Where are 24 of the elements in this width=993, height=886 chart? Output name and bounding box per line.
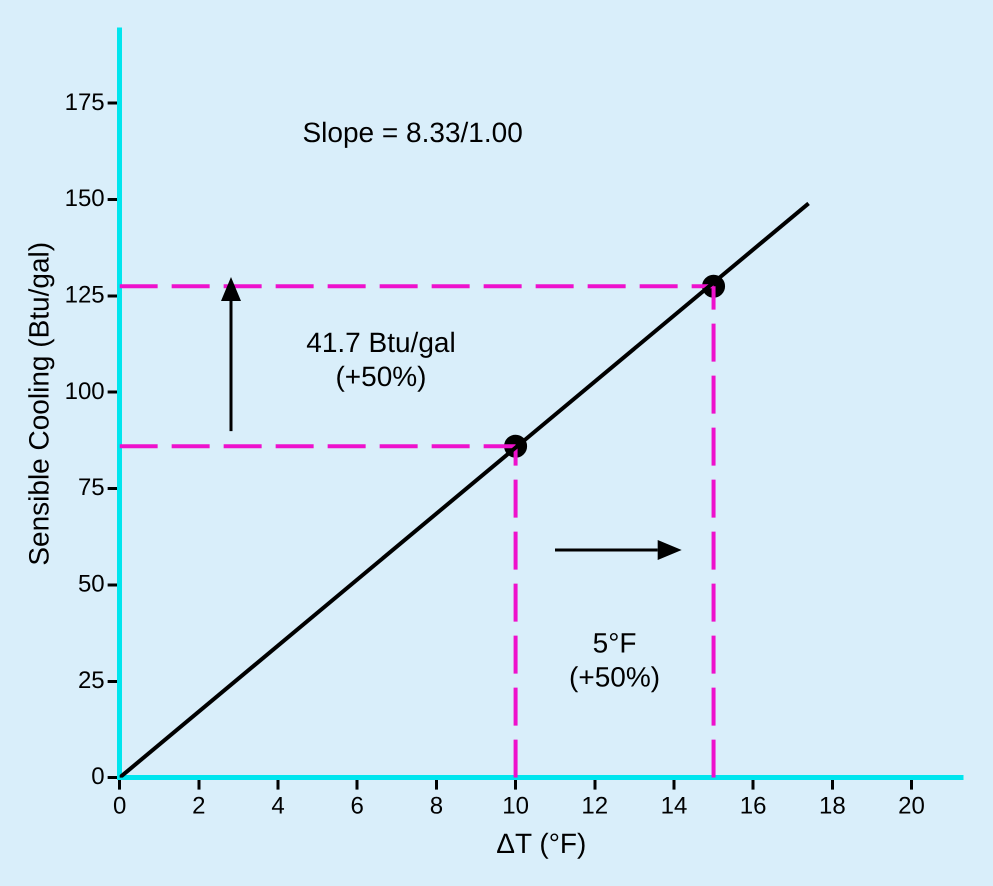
- x-tick-label: 18: [818, 792, 846, 820]
- x-tick-label: 0: [112, 792, 126, 820]
- y-tick-label: 150: [64, 185, 105, 212]
- x-tick-label: 2: [192, 792, 206, 820]
- y-tick-label: 0: [91, 763, 105, 790]
- x-tick-label: 12: [581, 792, 608, 820]
- x-tick-label: 10: [502, 792, 529, 820]
- x-tick-label: 4: [271, 792, 285, 820]
- y-tick-label: 50: [78, 570, 105, 598]
- y-tick-label: 75: [78, 474, 105, 502]
- x-tick-label: 16: [740, 792, 766, 820]
- x-axis-title: ΔT (°F): [496, 828, 586, 859]
- annotation: 41.7 Btu/gal (+50%): [306, 327, 456, 392]
- x-tick-label: 8: [430, 792, 444, 820]
- x-tick-label: 20: [898, 792, 925, 820]
- annotation: 5°F (+50%): [569, 628, 660, 693]
- annotation: Slope = 8.33/1.00: [302, 116, 523, 148]
- y-tick-label: 125: [64, 282, 105, 309]
- y-tick-label: 100: [64, 378, 105, 405]
- y-tick-label: 175: [64, 88, 105, 116]
- y-axis-title: Sensible Cooling (Btu/gal): [24, 242, 55, 566]
- x-tick-label: 6: [350, 792, 364, 820]
- x-tick-label: 14: [660, 792, 688, 820]
- y-tick-label: 25: [78, 666, 105, 694]
